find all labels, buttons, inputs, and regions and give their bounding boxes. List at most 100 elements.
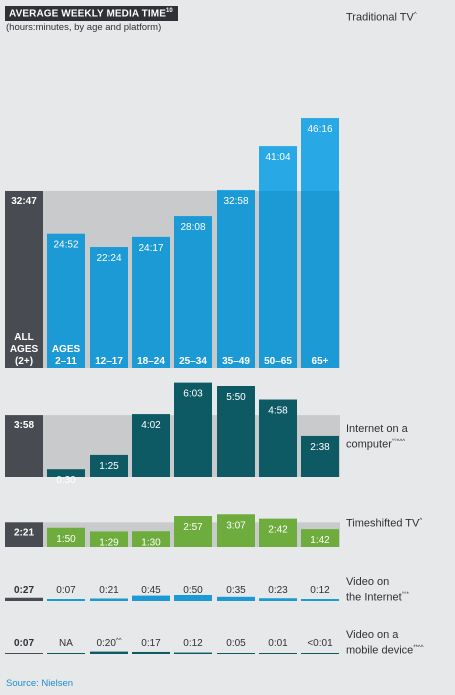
bar-25–34	[174, 652, 212, 654]
value-label: <0:01	[307, 638, 333, 649]
value-label: 0:01	[268, 638, 288, 649]
value-label: 0:23	[268, 585, 288, 596]
age-label-prefix: AGES	[52, 344, 81, 355]
bar-35–49	[217, 514, 255, 547]
bar-65+	[301, 653, 339, 654]
value-label: 1:30	[141, 537, 161, 548]
value-label-all-ages: 0:27	[14, 585, 34, 596]
bar-2–11	[47, 233, 85, 368]
value-label: 32:58	[223, 196, 248, 207]
value-label: 24:52	[53, 240, 78, 251]
value-label: 0:17	[141, 638, 161, 649]
age-label-all-3: (2+)	[15, 356, 33, 367]
age-label: 35–49	[222, 356, 250, 367]
bar-12–17	[90, 454, 128, 477]
value-label: 22:24	[96, 253, 121, 264]
bar-65+	[301, 529, 339, 547]
panel-label-traditional-tv: Traditional TV^	[346, 11, 417, 24]
bar-35–49	[217, 386, 255, 477]
bar-35–49	[217, 653, 255, 654]
value-label: 0:20^^	[96, 638, 121, 649]
value-label: 41:04	[265, 152, 290, 163]
bar-highlight	[259, 146, 297, 191]
value-label: 2:42	[268, 525, 288, 536]
bar-18–24	[132, 595, 170, 601]
value-label: NA	[59, 638, 73, 649]
value-label: 3:07	[226, 520, 246, 531]
value-label: 24:17	[138, 243, 163, 254]
bar-18–24	[132, 236, 170, 368]
value-label: 1:42	[310, 535, 330, 546]
value-label: 5:50	[226, 392, 246, 403]
value-label: 0:21	[99, 585, 119, 596]
bar-all-ages	[5, 653, 43, 654]
chart-subtitle: (hours:minutes, by age and platform)	[6, 22, 162, 33]
bar-2–11	[47, 599, 85, 601]
value-label: 0:12	[310, 585, 330, 596]
value-label: 46:16	[307, 124, 332, 135]
bar-12–17	[90, 598, 128, 601]
value-label: 2:57	[183, 522, 203, 533]
value-label-all-ages: 2:21	[14, 527, 34, 538]
bar-18–24	[132, 531, 170, 547]
age-label: 50–65	[264, 356, 292, 367]
value-label: 1:25	[99, 461, 119, 472]
label-sup: ^^	[116, 638, 122, 644]
value-label: 0:30	[56, 475, 76, 486]
bar-2–11	[47, 527, 85, 547]
bar-all-ages	[5, 190, 43, 368]
bar-all-ages	[5, 597, 43, 601]
bar-35–49	[217, 596, 255, 601]
bar-50–65	[259, 653, 297, 654]
bar-all-ages	[5, 415, 43, 477]
bar-25–34	[174, 516, 212, 547]
value-label: 4:58	[268, 406, 288, 417]
value-label: 0:12	[183, 638, 203, 649]
value-label: 0:07	[56, 585, 76, 596]
value-label: 0:05	[226, 638, 246, 649]
bar-highlight	[301, 118, 339, 191]
source-note: Source: Nielsen	[6, 678, 74, 689]
panel-label-video-internet: Video on the Internet°°*	[346, 576, 409, 604]
bar-65+	[301, 599, 339, 601]
value-label: 28:08	[180, 222, 205, 233]
panel-label-internet-computer: Internet on a computer°°^^^	[346, 423, 408, 451]
bar-2–11	[47, 653, 85, 654]
bar-12–17	[90, 247, 128, 368]
age-label: 18–24	[137, 356, 165, 367]
bar-18–24	[132, 414, 170, 477]
value-label-all-ages: 32:47	[11, 196, 37, 207]
bar-50–65	[259, 399, 297, 477]
bar-35–49	[217, 189, 255, 368]
bar-highlight	[217, 189, 255, 191]
bar-65+	[301, 435, 339, 477]
bar-18–24	[132, 651, 170, 654]
value-label: 6:03	[183, 389, 203, 400]
value-label-all-ages: 3:58	[14, 420, 34, 431]
age-label: 65+	[312, 356, 329, 367]
bar-12–17	[90, 651, 128, 654]
bar-50–65	[259, 518, 297, 547]
age-label: 25–34	[179, 356, 207, 367]
bar-25–34	[174, 382, 212, 477]
age-label-all-2: AGES	[10, 344, 39, 355]
bar-25–34	[174, 216, 212, 368]
value-label: 0:50	[183, 585, 203, 596]
age-label: 12–17	[95, 356, 123, 367]
value-label: 0:45	[141, 585, 161, 596]
age-label-all-1: ALL	[14, 332, 33, 343]
bar-all-ages	[5, 522, 43, 547]
value-label: 2:38	[310, 442, 330, 453]
bar-50–65	[259, 598, 297, 601]
panel-label-video-mobile: Video on a mobile device**^^	[346, 629, 424, 657]
bar-12–17	[90, 531, 128, 547]
age-label-2-11: 2–11	[55, 356, 77, 367]
bar-25–34	[174, 595, 212, 601]
value-label: 1:50	[56, 534, 76, 545]
chart-title: AVERAGE WEEKLY MEDIA TIME10	[5, 6, 178, 22]
bar-2–11	[47, 469, 85, 477]
value-label: 1:29	[99, 537, 119, 548]
value-label-all-ages: 0:07	[14, 638, 34, 649]
panel-label-timeshifted-tv: Timeshifted TV^	[346, 517, 423, 530]
